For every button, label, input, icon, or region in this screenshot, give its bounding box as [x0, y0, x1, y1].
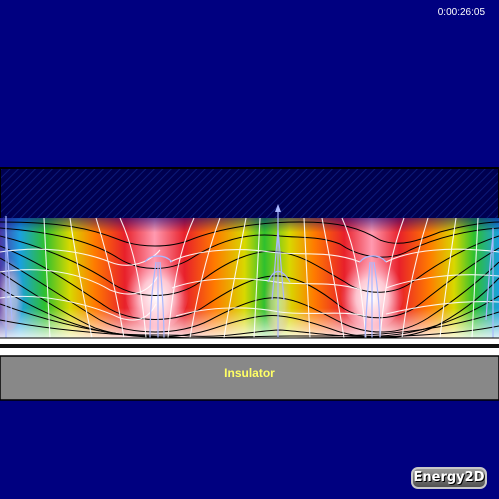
energy2d-logo-button[interactable]: Energy2D — [411, 467, 487, 489]
elapsed-time-display: 0:00:26:05 — [437, 7, 485, 18]
streamline-arrow-icon — [275, 204, 281, 212]
heater-strip[interactable] — [0, 338, 499, 344]
top-boundary-block[interactable] — [0, 167, 499, 221]
velocity-streamlines — [5, 210, 494, 341]
insulator-label: Insulator — [224, 366, 275, 380]
conductor-layer[interactable] — [0, 344, 499, 348]
insulator-block[interactable] — [0, 355, 499, 401]
conductor-layer-light — [0, 348, 499, 356]
